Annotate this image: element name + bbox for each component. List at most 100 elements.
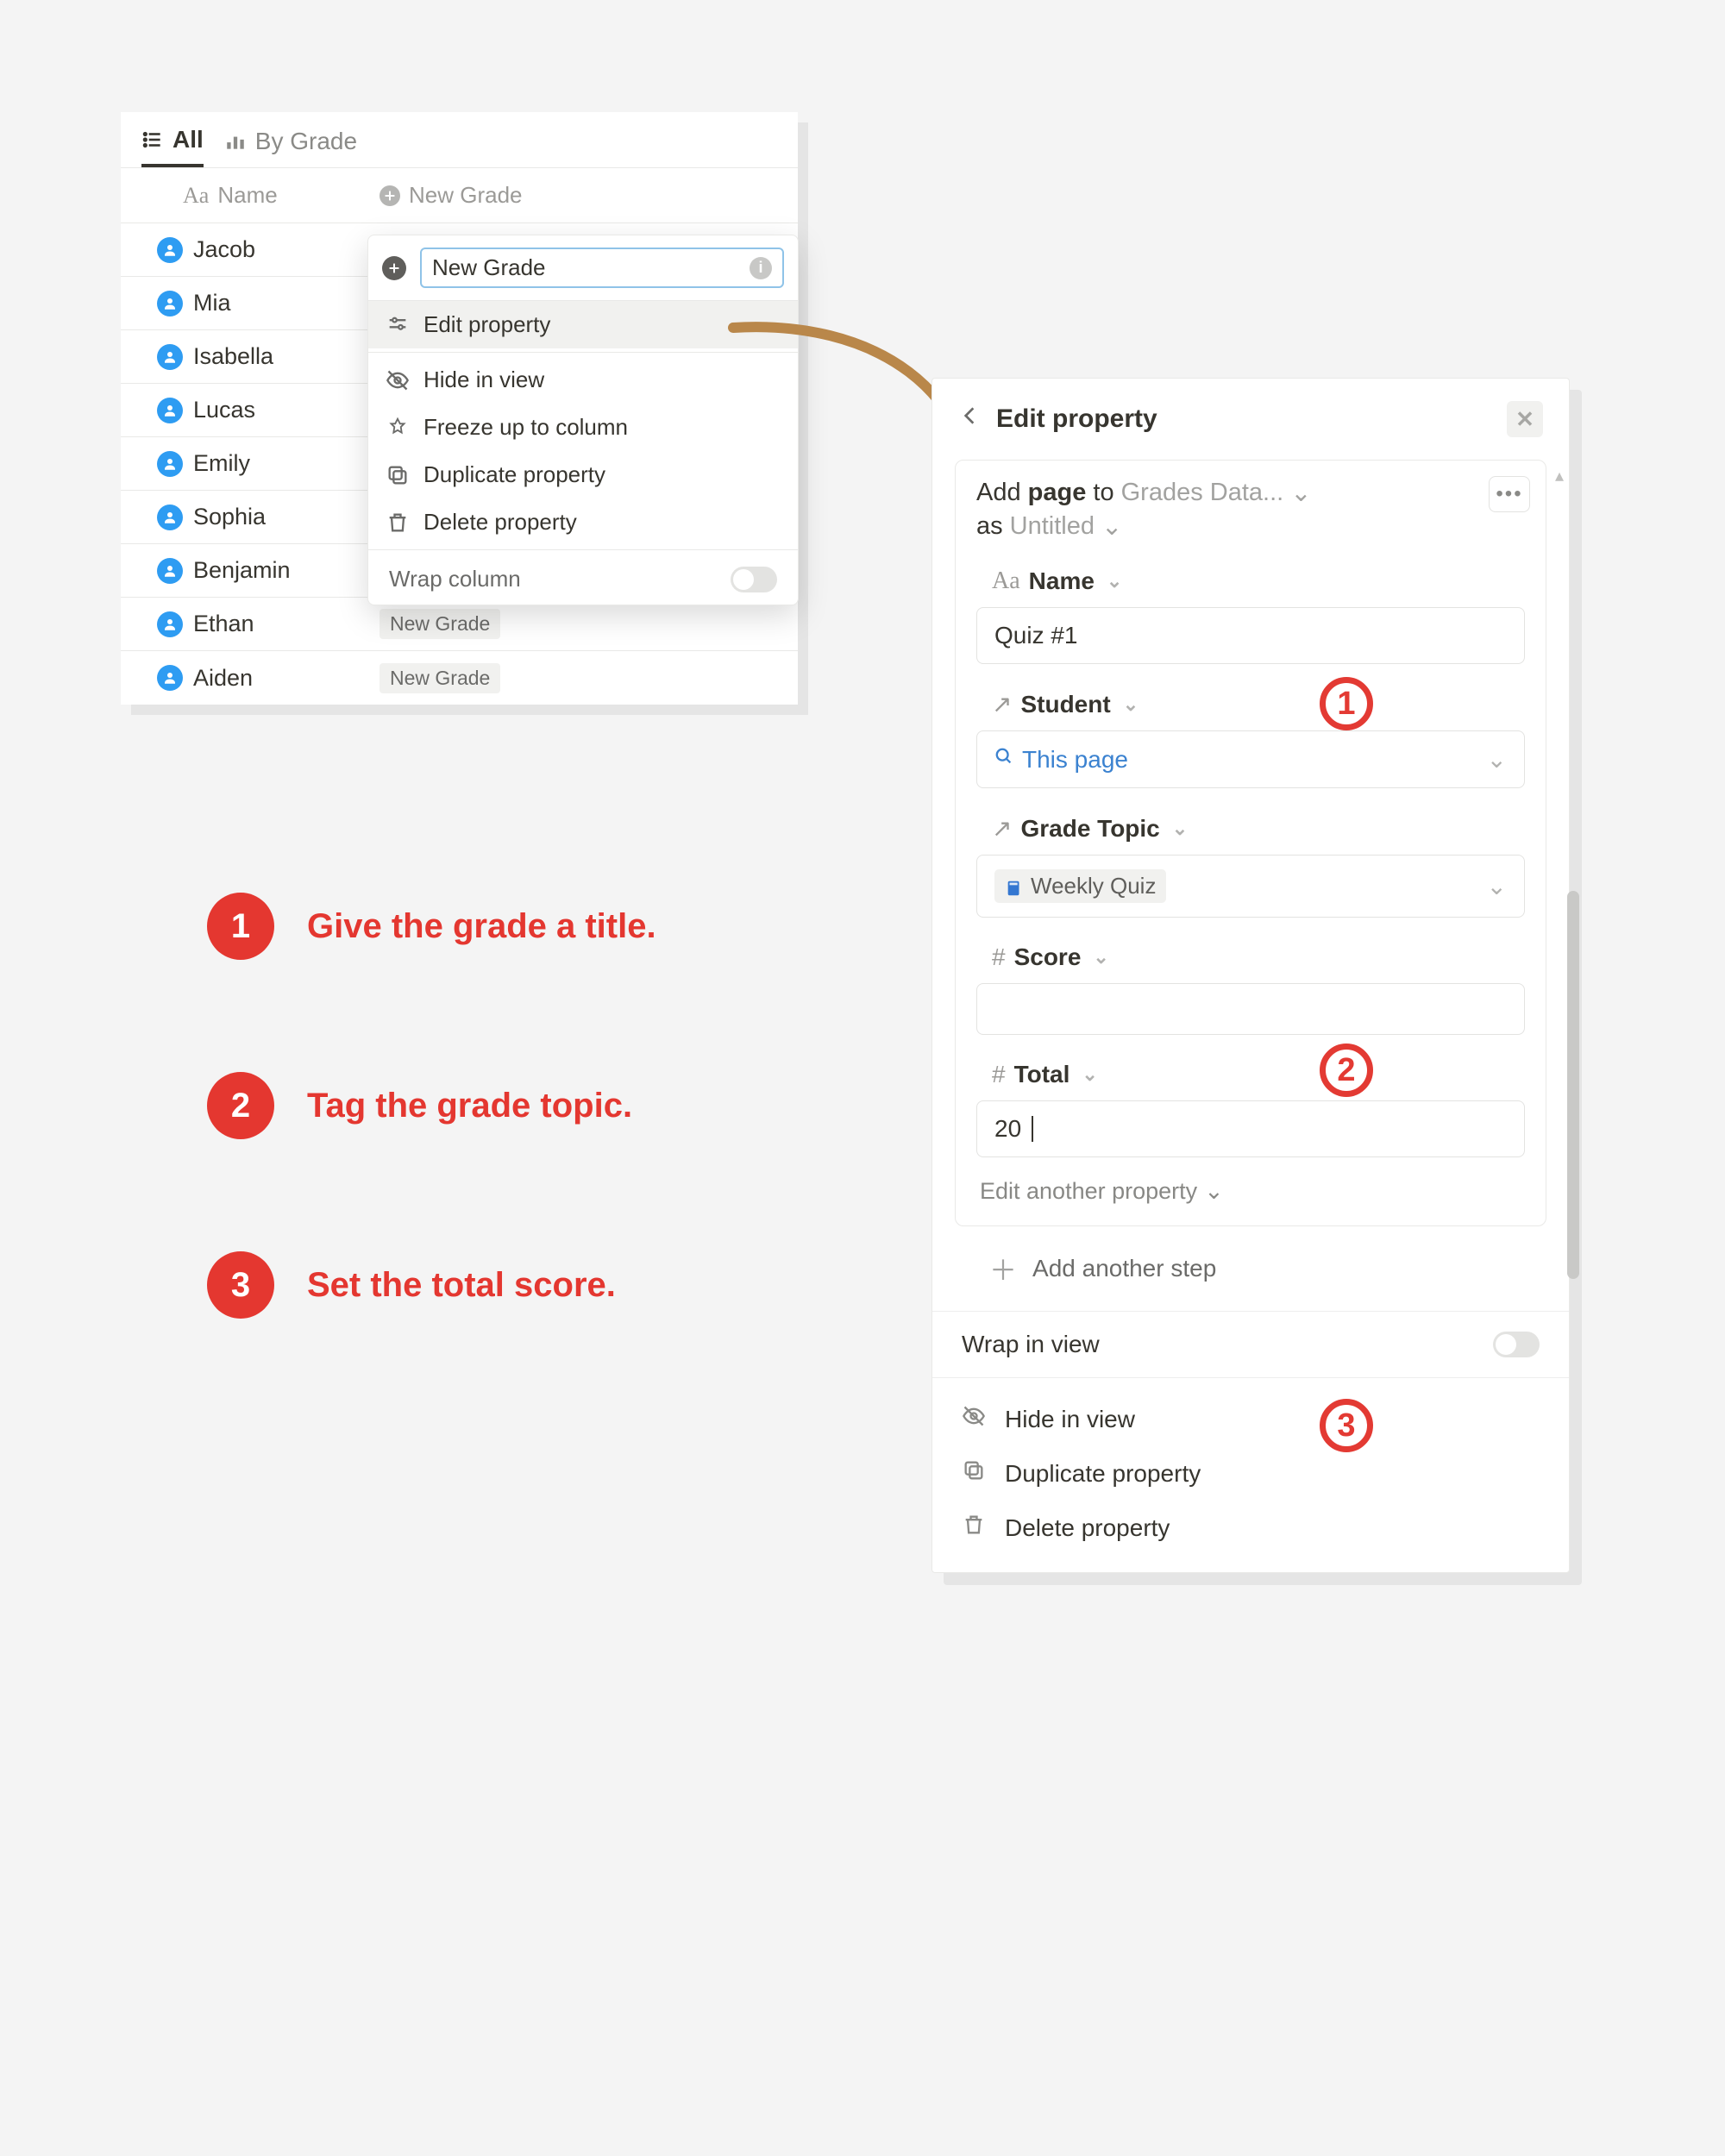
panel-title: Edit property bbox=[996, 404, 1157, 434]
ctx-edit-property-label: Edit property bbox=[423, 311, 550, 338]
field-score-label[interactable]: # Score ⌄ bbox=[976, 943, 1525, 971]
grade-chip: New Grade bbox=[380, 663, 500, 693]
student-name: Mia bbox=[193, 290, 231, 317]
name-input-value: Quiz #1 bbox=[994, 622, 1078, 649]
panel-duplicate-label: Duplicate property bbox=[1005, 1460, 1201, 1488]
rename-input[interactable] bbox=[432, 254, 741, 281]
scrollbar-thumb[interactable] bbox=[1567, 891, 1579, 1279]
toggle-off[interactable] bbox=[1493, 1332, 1540, 1357]
edit-another-label: Edit another property bbox=[980, 1178, 1197, 1205]
plus-circle-icon bbox=[380, 185, 400, 206]
topic-chip: Weekly Quiz bbox=[994, 869, 1166, 903]
field-topic-label[interactable]: ↗ Grade Topic ⌄ bbox=[976, 814, 1525, 843]
student-name: Jacob bbox=[193, 236, 255, 263]
student-select[interactable]: This page ⌄ bbox=[976, 730, 1525, 788]
table-header: Aa Name New Grade bbox=[121, 168, 798, 223]
chevron-down-icon: ⌄ bbox=[1487, 745, 1507, 774]
view-tabs: All By Grade bbox=[121, 112, 798, 168]
panel-delete[interactable]: Delete property bbox=[958, 1501, 1543, 1555]
field-student-label[interactable]: ↗ Student ⌄ bbox=[976, 690, 1525, 718]
step-more-button[interactable]: ••• bbox=[1489, 476, 1530, 512]
student-name: Benjamin bbox=[193, 557, 291, 584]
callout-1-text: Give the grade a title. bbox=[307, 907, 656, 946]
column-name-label: Name bbox=[217, 182, 277, 209]
column-grade-label: New Grade bbox=[409, 182, 523, 209]
eye-off-icon bbox=[962, 1404, 988, 1434]
cell-name[interactable]: Benjamin bbox=[121, 557, 362, 584]
eye-off-icon bbox=[386, 368, 410, 392]
topic-select[interactable]: Weekly Quiz ⌄ bbox=[976, 855, 1525, 918]
person-icon bbox=[157, 237, 183, 263]
list-icon bbox=[141, 128, 164, 151]
table-row[interactable]: Aiden New Grade bbox=[121, 651, 798, 705]
cell-name[interactable]: Sophia bbox=[121, 504, 362, 530]
person-icon bbox=[157, 665, 183, 691]
score-input[interactable] bbox=[976, 983, 1525, 1035]
back-button[interactable] bbox=[958, 404, 981, 434]
total-input[interactable]: 20 bbox=[976, 1100, 1525, 1157]
field-total-label-text: Total bbox=[1014, 1061, 1070, 1088]
step-number-2: 2 bbox=[207, 1072, 274, 1139]
column-name[interactable]: Aa Name bbox=[121, 168, 362, 222]
relation-icon: ↗ bbox=[992, 690, 1012, 718]
rename-input-wrap[interactable]: i bbox=[420, 248, 784, 288]
person-icon bbox=[157, 611, 183, 637]
toggle-off[interactable] bbox=[731, 567, 777, 592]
cell-grade[interactable]: New Grade bbox=[362, 609, 798, 639]
close-button[interactable]: ✕ bbox=[1507, 401, 1543, 437]
cell-name[interactable]: Mia bbox=[121, 290, 362, 317]
cell-name[interactable]: Jacob bbox=[121, 236, 362, 263]
field-name: Aa Name ⌄ Quiz #1 bbox=[976, 567, 1525, 664]
tab-all[interactable]: All bbox=[141, 126, 204, 167]
annotation-badge-3: 3 bbox=[1320, 1399, 1373, 1452]
cell-name[interactable]: Ethan bbox=[121, 611, 362, 637]
step-number-1: 1 bbox=[207, 893, 274, 960]
person-icon bbox=[157, 451, 183, 477]
edit-another-property[interactable]: Edit another property ⌄ bbox=[976, 1178, 1525, 1205]
wrap-in-view-row[interactable]: Wrap in view bbox=[932, 1311, 1569, 1378]
step-number-3: 3 bbox=[207, 1251, 274, 1319]
instruction-callouts: 1 Give the grade a title. 2 Tag the grad… bbox=[207, 893, 656, 1431]
panel-duplicate[interactable]: Duplicate property bbox=[958, 1446, 1543, 1501]
person-icon bbox=[157, 558, 183, 584]
step-target-db: Grades Data... bbox=[1121, 479, 1284, 507]
text-type-icon: Aa bbox=[992, 567, 1020, 595]
text-type-icon: Aa bbox=[183, 183, 209, 209]
sliders-icon bbox=[386, 313, 410, 337]
cell-name[interactable]: Aiden bbox=[121, 665, 362, 692]
cell-name[interactable]: Emily bbox=[121, 450, 362, 477]
table-row[interactable]: EthanNew Grade bbox=[121, 598, 798, 651]
field-score: # Score ⌄ bbox=[976, 943, 1525, 1035]
ctx-hide-label: Hide in view bbox=[423, 367, 544, 393]
panel-delete-label: Delete property bbox=[1005, 1514, 1170, 1542]
chevron-down-icon: ⌄ bbox=[1082, 1063, 1097, 1086]
topic-value: Weekly Quiz bbox=[1031, 873, 1156, 899]
name-input[interactable]: Quiz #1 bbox=[976, 607, 1525, 664]
tab-by-grade-label: By Grade bbox=[255, 128, 357, 155]
chevron-down-icon: ⌄ bbox=[1172, 818, 1188, 840]
cell-name[interactable]: Isabella bbox=[121, 343, 362, 370]
panel-hide[interactable]: Hide in view bbox=[958, 1392, 1543, 1446]
add-another-step[interactable]: ＋ Add another step bbox=[955, 1226, 1546, 1311]
cell-name[interactable]: Lucas bbox=[121, 397, 362, 423]
tab-by-grade[interactable]: By Grade bbox=[224, 126, 357, 167]
relation-icon: ↗ bbox=[992, 814, 1012, 843]
field-total-label[interactable]: # Total ⌄ bbox=[976, 1061, 1525, 1088]
panel-hide-label: Hide in view bbox=[1005, 1406, 1135, 1433]
column-new-grade[interactable]: New Grade bbox=[362, 168, 798, 222]
info-icon[interactable]: i bbox=[750, 257, 772, 279]
panel-actions: Hide in view Duplicate property Delete p… bbox=[932, 1378, 1569, 1564]
ctx-duplicate-label: Duplicate property bbox=[423, 461, 605, 488]
person-icon bbox=[157, 344, 183, 370]
wrap-in-view-label: Wrap in view bbox=[962, 1331, 1100, 1358]
trash-icon bbox=[962, 1513, 988, 1543]
chevron-down-icon: ⌄ bbox=[1101, 511, 1122, 542]
field-name-label[interactable]: Aa Name ⌄ bbox=[976, 567, 1525, 595]
step-summary[interactable]: Add page to Grades Data... ⌄ bbox=[976, 478, 1525, 508]
callout-2-text: Tag the grade topic. bbox=[307, 1087, 632, 1125]
field-name-label-text: Name bbox=[1029, 567, 1095, 595]
cell-grade[interactable]: New Grade bbox=[362, 663, 798, 693]
step-as[interactable]: as Untitled ⌄ bbox=[976, 511, 1525, 542]
chevron-down-icon: ⌄ bbox=[1123, 693, 1138, 716]
student-name: Emily bbox=[193, 450, 250, 477]
